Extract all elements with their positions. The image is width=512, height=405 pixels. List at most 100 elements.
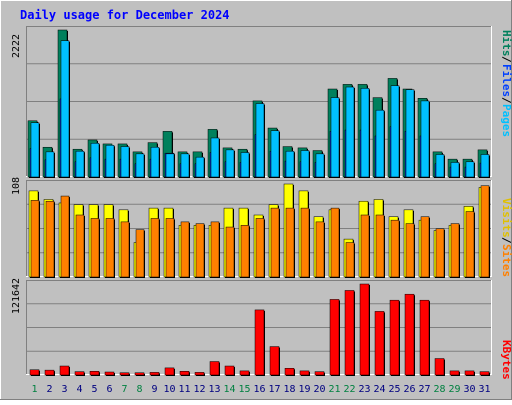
bar-pages-day-12	[195, 156, 205, 178]
legend-pages: Pages	[500, 104, 512, 137]
bar-kbytes-day-22	[344, 290, 355, 376]
bar-pages-day-14	[225, 149, 235, 178]
bar-pages-day-11	[180, 153, 190, 178]
bar-pages-day-9	[150, 146, 160, 178]
x-label-day-8: 8	[136, 384, 142, 395]
bar-kbytes-day-21	[329, 299, 340, 376]
x-label-day-30: 30	[463, 384, 475, 395]
bar-sites-day-9	[150, 218, 160, 278]
bar-kbytes-day-14	[224, 365, 235, 376]
bar-sites-day-4	[75, 214, 85, 278]
x-label-day-13: 13	[208, 384, 220, 395]
bar-kbytes-day-9	[149, 372, 160, 376]
bar-kbytes-day-12	[194, 372, 205, 376]
bar-sites-day-20	[315, 221, 325, 278]
x-label-day-5: 5	[91, 384, 97, 395]
bar-sites-day-6	[105, 218, 115, 278]
legend-visits: Visits	[500, 198, 512, 238]
x-label-day-12: 12	[193, 384, 205, 395]
legend-pages-files-hits: Hits	[500, 30, 512, 57]
bar-pages-day-18	[285, 150, 295, 178]
bar-kbytes-day-13	[209, 361, 220, 376]
bar-kbytes-day-31	[479, 371, 490, 376]
bar-kbytes-day-7	[119, 372, 130, 376]
x-label-day-29: 29	[448, 384, 460, 395]
bar-pages-day-23	[360, 88, 370, 178]
x-label-day-24: 24	[373, 384, 385, 395]
bar-kbytes-day-1	[29, 369, 40, 376]
y-max-label-hits: 2222	[11, 34, 22, 58]
bar-pages-day-30	[465, 161, 475, 178]
x-label-day-26: 26	[403, 384, 415, 395]
legend-hits: Hits	[500, 30, 512, 57]
x-axis-day-labels: 1 2 3 4 5 6 7 8 9 10 11 12 13 14 15 16 17 18 19 20 21 22 23 24 2…	[31, 384, 490, 395]
bar-pages-day-27	[420, 100, 430, 178]
x-label-day-22: 22	[343, 384, 355, 395]
x-label-day-17: 17	[268, 384, 280, 395]
x-label-day-21: 21	[328, 384, 340, 395]
bar-sites-day-27	[420, 216, 430, 278]
bar-sites-day-17	[270, 207, 280, 278]
x-label-day-31: 31	[478, 384, 490, 395]
bar-kbytes-day-24	[374, 311, 385, 376]
bar-pages-day-31	[480, 154, 490, 178]
bar-kbytes-day-19	[299, 370, 310, 376]
bar-pages-day-17	[270, 130, 280, 178]
legend-sep-2: /	[500, 97, 512, 104]
pages-files-hits-panel	[26, 26, 492, 178]
bar-pages-day-13	[210, 137, 220, 178]
x-label-day-20: 20	[313, 384, 325, 395]
x-label-day-4: 4	[76, 384, 82, 395]
bar-pages-day-16	[255, 103, 265, 178]
bar-kbytes-day-4	[74, 371, 85, 376]
bar-sites-day-5	[90, 218, 100, 278]
bar-pages-day-15	[240, 152, 250, 178]
x-label-day-23: 23	[358, 384, 370, 395]
bar-kbytes-day-23	[359, 283, 370, 376]
bar-pages-day-28	[435, 154, 445, 178]
chart-title: Daily usage for December 2024	[20, 8, 230, 22]
bar-kbytes-day-25	[389, 299, 400, 376]
bar-sites-day-30	[465, 211, 475, 278]
bar-sites-day-10	[165, 218, 175, 278]
legend-sep-3: /	[500, 237, 512, 244]
bar-kbytes-day-18	[284, 368, 295, 376]
x-label-day-25: 25	[388, 384, 400, 395]
bar-sites-day-21	[330, 207, 340, 278]
bar-sites-day-13	[210, 221, 220, 278]
sites-visits-panel	[26, 180, 492, 278]
bar-pages-day-2	[45, 151, 55, 178]
bar-kbytes-day-17	[269, 346, 280, 376]
bar-sites-day-11	[180, 221, 190, 278]
bar-kbytes-day-15	[239, 370, 250, 376]
bar-kbytes-day-27	[419, 299, 430, 376]
x-label-day-6: 6	[106, 384, 112, 395]
bar-sites-day-12	[195, 223, 205, 278]
x-label-day-10: 10	[163, 384, 175, 395]
bar-sites-day-26	[405, 223, 415, 278]
x-label-day-11: 11	[178, 384, 190, 395]
x-label-day-7: 7	[121, 384, 127, 395]
bar-pages-day-22	[345, 86, 355, 178]
bar-pages-day-1	[30, 122, 40, 178]
bar-sites-day-15	[240, 225, 250, 278]
x-label-day-2: 2	[46, 384, 52, 395]
bar-sites-day-7	[120, 221, 130, 278]
legend-sites: Sites	[500, 244, 512, 277]
bar-pages-day-6	[105, 144, 115, 178]
x-label-day-28: 28	[433, 384, 445, 395]
bar-kbytes-day-29	[449, 370, 460, 376]
legend-kbytes: KBytes	[500, 340, 512, 380]
bar-pages-day-8	[135, 153, 145, 178]
bar-kbytes-day-30	[464, 370, 475, 376]
x-label-day-27: 27	[418, 384, 430, 395]
x-label-day-16: 16	[253, 384, 265, 395]
bar-sites-day-3	[60, 195, 70, 278]
bar-pages-day-3	[60, 40, 70, 178]
bar-sites-day-8	[135, 229, 145, 278]
bar-sites-day-28	[435, 228, 445, 278]
x-label-day-3: 3	[61, 384, 67, 395]
bar-kbytes-day-11	[179, 371, 190, 376]
x-label-day-1: 1	[31, 384, 37, 395]
